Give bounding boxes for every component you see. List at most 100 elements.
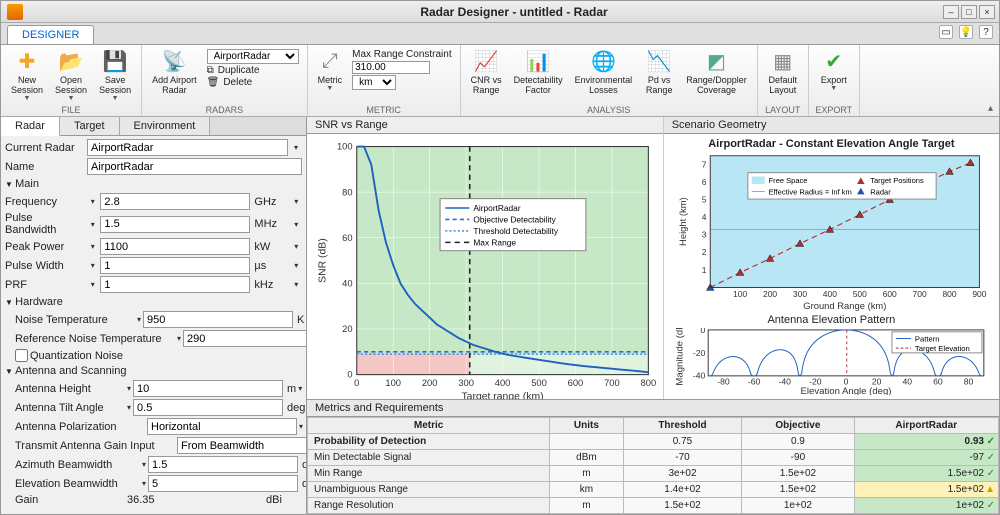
svg-text:300: 300: [793, 289, 807, 299]
svg-text:Free Space: Free Space: [768, 176, 807, 185]
svg-text:80: 80: [342, 187, 352, 197]
new-session-button[interactable]: ✚ NewSession▼: [5, 47, 49, 104]
prf-unit-dd[interactable]: ▾: [291, 280, 302, 289]
group-file-label: FILE: [5, 104, 137, 116]
prf-expand[interactable]: ▾: [87, 280, 98, 289]
max-range-input[interactable]: [352, 61, 430, 74]
current-radar-input[interactable]: [87, 139, 288, 156]
frequency-input[interactable]: [100, 193, 250, 210]
name-input[interactable]: [87, 158, 302, 175]
tab-target[interactable]: Target: [60, 117, 120, 135]
tab-radar[interactable]: Radar: [1, 117, 60, 136]
svg-text:40: 40: [902, 376, 912, 386]
pulse-width-unit-dd[interactable]: ▾: [291, 261, 302, 270]
cnr-button[interactable]: 📈CNR vsRange: [465, 47, 508, 97]
prf-input[interactable]: [100, 276, 250, 293]
svg-text:20: 20: [872, 376, 882, 386]
delete-button[interactable]: 🗑Delete: [207, 77, 299, 88]
ref-noise-temp-expand[interactable]: ▾: [177, 334, 181, 343]
azimuth-bw-input[interactable]: [148, 456, 298, 473]
group-metric-label: METRIC: [312, 104, 456, 116]
svg-text:40: 40: [342, 279, 352, 289]
add-radar-button[interactable]: 📡 Add AirportRadar: [146, 47, 203, 97]
collapse-ribbon-icon[interactable]: ▴: [988, 103, 993, 114]
section-main[interactable]: Main: [3, 176, 304, 192]
svg-text:600: 600: [568, 378, 584, 388]
metric-row: Unambiguous Rangekm1.4e+021.5e+021.5e+02…: [308, 482, 999, 498]
geom-tab[interactable]: Scenario Geometry: [664, 117, 999, 134]
window-title: Radar Designer - untitled - Radar: [29, 5, 999, 19]
antenna-height-input[interactable]: [133, 380, 283, 397]
maximize-button[interactable]: □: [961, 5, 977, 19]
default-layout-button[interactable]: ▦DefaultLayout: [762, 47, 804, 97]
tab-designer[interactable]: DESIGNER: [7, 25, 94, 44]
metric-icon-button[interactable]: ⤢ Metric▼: [312, 47, 349, 94]
antenna-tilt-unit: deg: [285, 402, 305, 414]
detectability-button[interactable]: 📊DetectabilityFactor: [508, 47, 569, 97]
svg-text:0: 0: [843, 376, 848, 386]
minimize-button[interactable]: –: [943, 5, 959, 19]
add-radar-icon: 📡: [162, 49, 186, 73]
frequency-expand[interactable]: ▾: [87, 197, 98, 206]
antenna-tilt-input[interactable]: [133, 399, 283, 416]
env-losses-icon: 🌐: [591, 49, 615, 73]
svg-text:900: 900: [972, 289, 986, 299]
layout-icon: ▦: [771, 49, 795, 73]
svg-text:3: 3: [701, 230, 706, 240]
quant-noise-check[interactable]: [15, 349, 28, 362]
rdc-button[interactable]: ◩Range/DopplerCoverage: [680, 47, 753, 97]
peak-power-input[interactable]: [100, 238, 250, 255]
rdc-icon: ◩: [704, 49, 728, 73]
ref-noise-temp-input[interactable]: [183, 330, 306, 347]
delete-icon: 🗑: [207, 77, 220, 88]
azimuth-bw-expand[interactable]: ▾: [142, 460, 146, 469]
svg-text:Target Positions: Target Positions: [870, 176, 924, 185]
pulse-bandwidth-unit-dd[interactable]: ▾: [291, 220, 302, 229]
svg-text:0: 0: [354, 378, 359, 388]
pulse-width-input[interactable]: [100, 257, 250, 274]
snr-tab[interactable]: SNR vs Range: [307, 117, 663, 134]
duplicate-button[interactable]: ⧉Duplicate: [207, 65, 299, 76]
tab-environment[interactable]: Environment: [120, 117, 211, 135]
svg-text:4: 4: [701, 212, 706, 222]
peak-power-unit: kW: [252, 241, 288, 253]
export-button[interactable]: ✔Export▼: [813, 47, 855, 94]
section-antenna[interactable]: Antenna and Scanning: [3, 363, 304, 379]
peak-power-expand[interactable]: ▾: [87, 242, 98, 251]
save-session-button[interactable]: 💾 SaveSession▼: [93, 47, 137, 104]
metrics-tab[interactable]: Metrics and Requirements: [307, 399, 999, 417]
svg-text:5: 5: [701, 195, 706, 205]
help-icon[interactable]: ?: [979, 25, 993, 39]
antenna-height-expand[interactable]: ▾: [127, 384, 131, 393]
elevation-bw-expand[interactable]: ▾: [142, 479, 146, 488]
max-range-unit[interactable]: km: [352, 75, 396, 90]
peak-power-label: Peak Power: [5, 241, 85, 253]
pulse-width-expand[interactable]: ▾: [87, 261, 98, 270]
antenna-pol-input[interactable]: [147, 418, 297, 435]
noise-temp-expand[interactable]: ▾: [137, 315, 141, 324]
section-hardware[interactable]: Hardware: [3, 294, 304, 310]
help-tips-icon[interactable]: 💡: [959, 25, 973, 39]
peak-power-unit-dd[interactable]: ▾: [291, 242, 302, 251]
elevation-bw-input[interactable]: [148, 475, 298, 492]
antenna-height-label: Antenna Height: [15, 383, 125, 395]
tx-gain-input[interactable]: [177, 437, 306, 454]
open-session-button[interactable]: 📂 OpenSession▼: [49, 47, 93, 104]
antenna-tilt-expand[interactable]: ▾: [127, 403, 131, 412]
pd-button[interactable]: 📉Pd vsRange: [638, 47, 680, 97]
radar-select[interactable]: AirportRadar: [207, 49, 299, 64]
env-losses-button[interactable]: 🌐EnvironmentalLosses: [569, 47, 639, 97]
pulse-bandwidth-input[interactable]: [100, 216, 250, 233]
close-button[interactable]: ×: [979, 5, 995, 19]
frequency-unit-dd[interactable]: ▾: [291, 197, 302, 206]
antenna-height-unit: m: [285, 383, 296, 395]
pulse-bandwidth-expand[interactable]: ▾: [87, 220, 98, 229]
detectability-icon: 📊: [526, 49, 550, 73]
svg-text:1: 1: [701, 265, 706, 275]
antenna-height-unit-dd[interactable]: ▾: [298, 384, 302, 393]
svg-text:Threshold Detectability: Threshold Detectability: [473, 226, 559, 236]
noise-temp-input[interactable]: [143, 311, 293, 328]
noise-temp-unit: K: [295, 314, 304, 326]
help-doc-icon[interactable]: ▭: [939, 25, 953, 39]
metrics-table: MetricUnitsThresholdObjectiveAirportRada…: [307, 417, 999, 514]
